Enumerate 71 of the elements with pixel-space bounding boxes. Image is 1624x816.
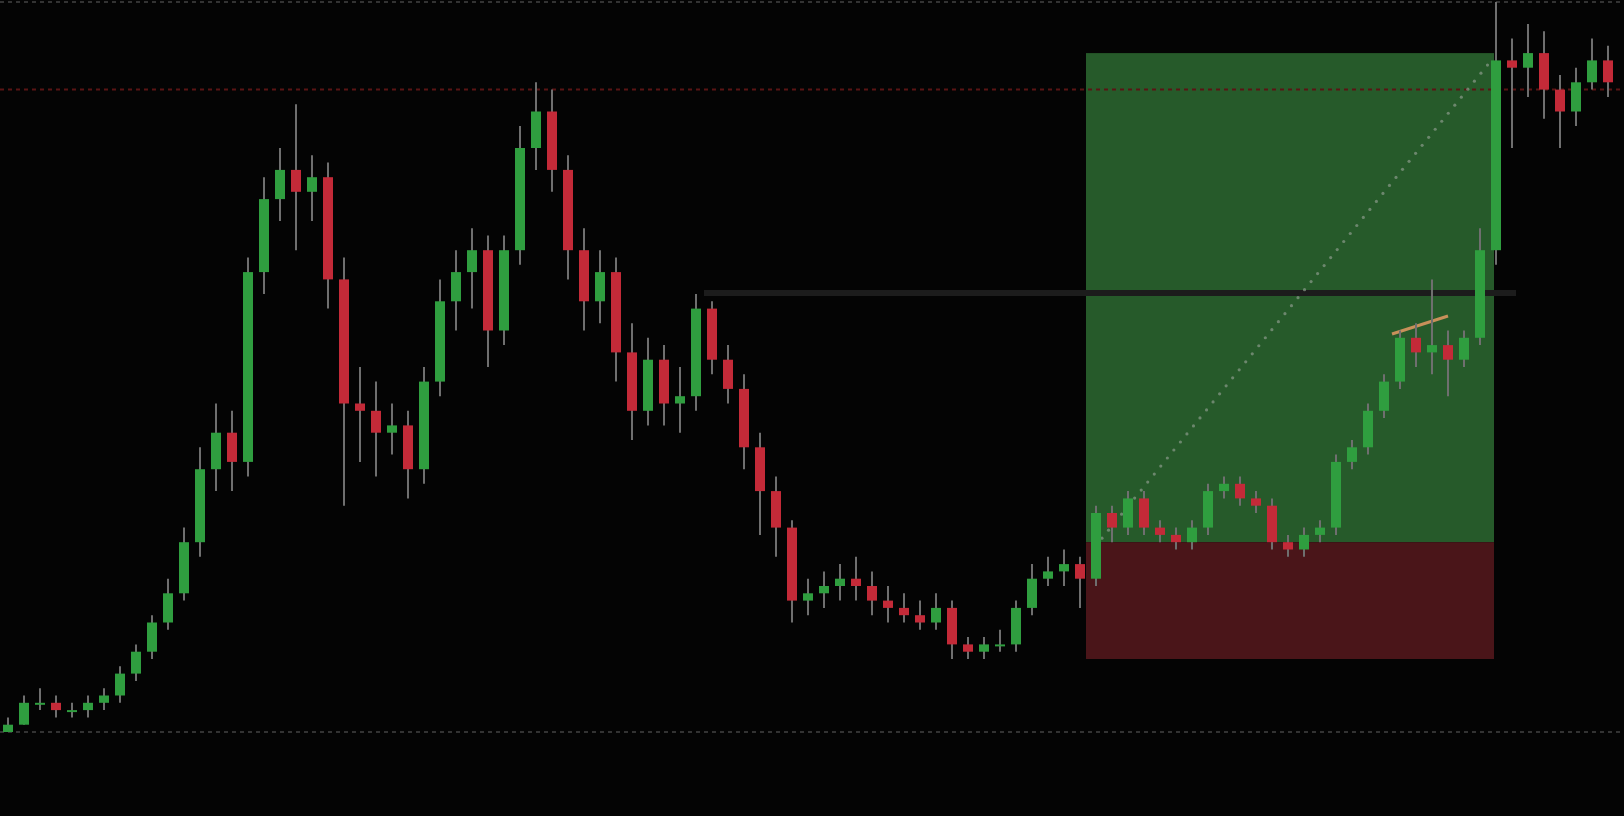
candlestick [979, 636, 989, 660]
candlestick [1539, 30, 1549, 120]
candlestick [291, 103, 301, 252]
candlestick [1587, 37, 1597, 91]
candlestick [1379, 373, 1389, 420]
candlestick [1395, 329, 1405, 390]
candlestick [131, 643, 141, 682]
candlestick [211, 402, 221, 493]
candlestick [1251, 490, 1261, 514]
candlestick [1523, 22, 1533, 98]
candlestick [659, 344, 669, 427]
candlestick [1315, 519, 1325, 544]
candlestick [467, 227, 477, 310]
candlestick [1347, 439, 1357, 471]
candlestick [1043, 555, 1053, 587]
candlestick [755, 431, 765, 536]
candlestick [51, 694, 61, 719]
candlestick [1235, 475, 1245, 507]
candlestick [35, 687, 45, 712]
candlestick [851, 555, 861, 602]
candlestick [819, 570, 829, 609]
candlestick [915, 599, 925, 631]
candlestick [1219, 475, 1229, 500]
candlestick [1427, 278, 1437, 376]
candlestick [947, 599, 957, 660]
candlestick [163, 577, 173, 631]
candlestick [595, 249, 605, 325]
candlestick [1299, 526, 1309, 558]
candlestick [899, 592, 909, 624]
candlestick [1443, 329, 1453, 398]
candlestick [723, 344, 733, 405]
candlestick [803, 577, 813, 617]
candlestick [275, 147, 285, 222]
candlestick [387, 402, 397, 456]
candlestick [371, 380, 381, 478]
candlestick [1363, 402, 1373, 456]
candlestick [1203, 482, 1213, 536]
candlestick [1571, 66, 1581, 128]
candlestick [451, 249, 461, 332]
candlestick [771, 475, 781, 558]
candlestick [1059, 548, 1069, 587]
candlestick [115, 665, 125, 704]
candlestick [99, 687, 109, 712]
candlestick [1075, 555, 1085, 609]
candlestick [1155, 519, 1165, 544]
candlestick [675, 366, 685, 434]
candlestick [835, 563, 845, 602]
candlestick [403, 409, 413, 500]
candlestick [227, 409, 237, 493]
candlestick [1411, 322, 1421, 368]
candlestick [931, 592, 941, 631]
candlestick [1187, 519, 1197, 551]
candlestick [1459, 329, 1469, 368]
candlestick [963, 636, 973, 660]
candlestick [883, 585, 893, 624]
candlestick [147, 614, 157, 660]
candlestick [1507, 37, 1517, 149]
candlestick [531, 81, 541, 171]
candlestick [1027, 563, 1037, 617]
candlestick [1555, 74, 1565, 149]
candlestick [995, 628, 1005, 653]
candlestick [867, 570, 877, 617]
candlestick [83, 694, 93, 719]
candlestick [1011, 599, 1021, 653]
candlestick [355, 366, 365, 463]
candlestick [1283, 533, 1293, 558]
candlestick [19, 694, 29, 726]
candlestick [1171, 526, 1181, 551]
candlestick [1267, 497, 1277, 551]
candlestick [307, 154, 317, 222]
candlestick [1603, 44, 1613, 98]
